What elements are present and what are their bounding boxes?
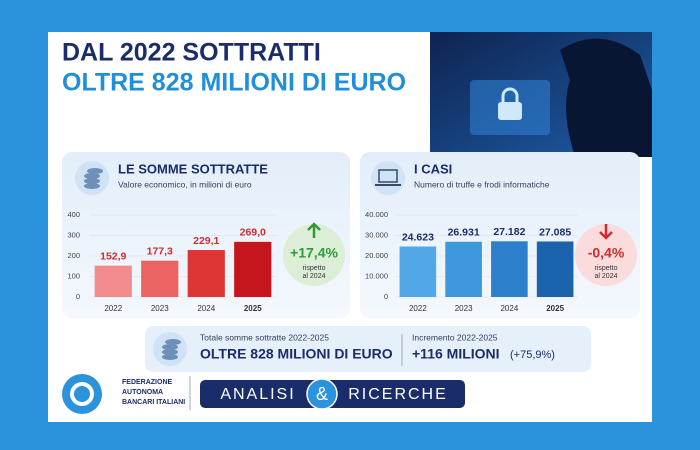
summary-value: OLTRE 828 MILIONI DI EURO [200, 346, 393, 362]
y-tick-label: 100 [67, 271, 80, 280]
badge-note: rispetto [595, 265, 618, 272]
chart-title: I CASI [414, 161, 452, 176]
bar [491, 241, 528, 297]
y-tick-label: 40.000 [365, 210, 388, 219]
value-label: 229,1 [193, 235, 219, 247]
y-tick-label: 300 [67, 230, 80, 239]
value-label: 26.931 [448, 227, 480, 239]
summary-label: Incremento 2022-2025 [412, 332, 498, 342]
org-name: AUTONOMA [122, 389, 163, 396]
badge-note: al 2024 [303, 273, 326, 280]
chart-title: LE SOMME SOTTRATTE [118, 161, 268, 176]
badge-arrow-head [307, 222, 321, 231]
badge [575, 224, 637, 286]
x-tick-label: 2025 [244, 304, 262, 313]
value-label: 24.623 [402, 231, 434, 243]
badge-note: rispetto [303, 265, 326, 272]
summary-box [145, 326, 591, 372]
bar [94, 265, 132, 297]
lock-icon [498, 102, 522, 120]
value-label: 27.085 [539, 226, 571, 238]
coins-icon [162, 339, 181, 360]
chart-subtitle: Valore economico, in milioni di euro [118, 179, 252, 189]
brand-word: ANALISI [220, 386, 295, 403]
y-tick-label: 0 [76, 292, 80, 301]
badge [283, 224, 345, 286]
badge-note: al 2024 [595, 273, 618, 280]
coins-icon [84, 168, 103, 189]
y-tick-label: 30.000 [365, 230, 388, 239]
badge-value: -0,4% [588, 245, 625, 261]
value-label: 152,9 [100, 250, 126, 262]
summary-value: +116 MILIONI [412, 346, 500, 362]
x-tick-label: 2023 [455, 304, 473, 313]
title-line: OLTRE 828 MILIONI DI EURO [62, 69, 406, 97]
laptop-icon-bg [371, 161, 405, 195]
y-tick-label: 10.000 [365, 271, 388, 280]
value-label: 177,3 [147, 245, 173, 257]
bar [536, 241, 574, 297]
bar [234, 241, 272, 297]
x-tick-label: 2024 [500, 304, 518, 313]
chart-subtitle: Numero di truffe e frodi informatiche [414, 179, 550, 189]
summary-label: Totale somme sottratte 2022-2025 [200, 332, 329, 342]
x-tick-label: 2025 [546, 304, 564, 313]
brand-ampersand: & [316, 384, 328, 404]
brand-word: RICERCHE [348, 386, 448, 403]
badge-arrow-head [599, 231, 613, 240]
bar [187, 250, 225, 297]
org-logo-core [74, 386, 90, 402]
x-tick-label: 2022 [104, 304, 122, 313]
y-tick-label: 0 [384, 292, 388, 301]
lock-shackle [501, 87, 519, 102]
org-name: FEDERAZIONE [122, 379, 173, 386]
hood [560, 38, 652, 157]
y-tick-label: 400 [67, 210, 80, 219]
bar [445, 241, 482, 297]
y-tick-label: 20.000 [365, 251, 388, 260]
x-tick-label: 2023 [151, 304, 169, 313]
value-label: 269,0 [240, 227, 266, 239]
x-tick-label: 2022 [409, 304, 427, 313]
x-tick-label: 2024 [197, 304, 215, 313]
y-tick-label: 200 [67, 251, 80, 260]
badge-value: +17,4% [290, 245, 338, 261]
summary-pct: (+75,9%) [510, 349, 555, 361]
laptop-icon [378, 169, 398, 183]
org-name: BANCARI ITALIANI [122, 399, 185, 406]
brand-ampersand-bg [306, 378, 338, 410]
bar [141, 260, 179, 297]
title-line: DAL 2022 SOTTRATTI [62, 39, 321, 67]
value-label: 27.182 [493, 226, 525, 238]
bar [399, 246, 437, 297]
